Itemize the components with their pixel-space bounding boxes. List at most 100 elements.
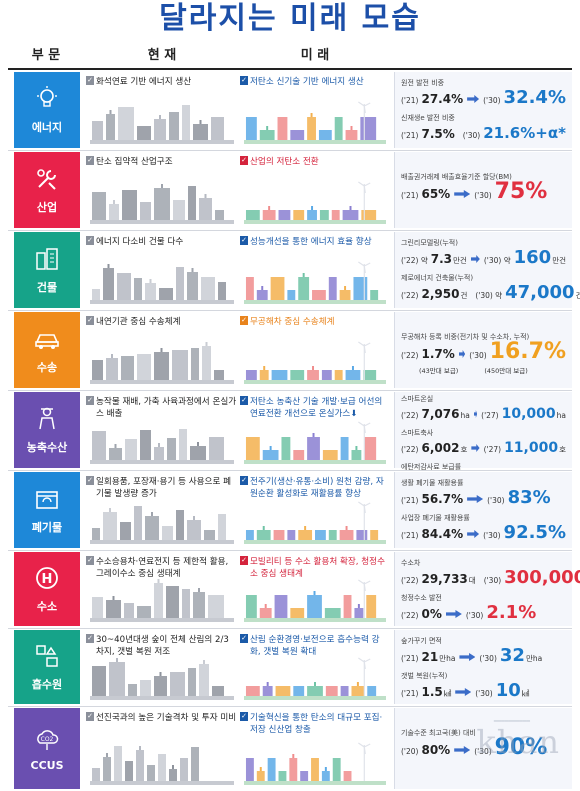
future-cell: 산림 순환경영·보전으로 흡수능력 강화, 갯벌 복원 확대 [240, 628, 390, 706]
hydrogen-icon: H [33, 564, 61, 592]
row-9: CO2 CCUS 선진국과의 높은 기술격차 및 투자 미비기술혁신을 통한 탄소의… [8, 706, 572, 791]
current-cell: 화석연료 기반 에너지 생산 [86, 70, 238, 150]
metric-unit-end: 만건 [552, 256, 566, 265]
metric-year-start: ('21) [401, 191, 419, 200]
metric-year-start: ('22) [401, 291, 419, 300]
metric-value-end: 10,000 [501, 406, 556, 422]
row-8: 흡수원 30~40년대생 숲이 전체 산림의 2/3 차지, 갯벌 복원 저조산림… [8, 628, 572, 706]
svg-text:H: H [42, 572, 53, 587]
metric-label: 숲가꾸기 면적 [401, 637, 442, 645]
metric-value-start: 80% [421, 743, 451, 757]
metric-label: 배출권거래제 배출효율기준 할당(BM) [401, 173, 512, 181]
future-cell: 모빌리티 등 수소 활용처 확장, 청정수소 중심 생태계 [240, 550, 390, 628]
row-5: 농축수산 농작물 재배, 가축 사육과정에서 온실가스 배출저탄소 농축산 기술 … [8, 390, 572, 490]
future-illustration [244, 656, 386, 700]
metric-values: ('21) 1.5 ㎢ ('30) 10 ㎢ [401, 681, 566, 704]
metric-unit-start: 만ha [439, 654, 456, 663]
metric-label: 스마트온실 [401, 395, 434, 403]
future-illustration [244, 500, 386, 544]
current-illustration [90, 100, 234, 144]
metric-label: 무공해차 등록 비중(전기차 및 수소차, 누적) [401, 333, 530, 341]
metric-value-end: 21.6%+α* [483, 124, 566, 142]
metric-unit-end: ㎢ [521, 689, 530, 698]
arrow-right-icon [467, 530, 480, 538]
current-illustration [90, 500, 234, 544]
category-label: 수소 [36, 600, 58, 613]
metrics-panel: 원전 발전 비중 ('21) 27.4% ('30) 32.4% 신재생e 발전 비중 ('… [394, 72, 572, 148]
farmer-icon [33, 405, 61, 433]
recycle-box-icon [33, 485, 61, 513]
metrics-panel: 스마트온실 ('22) 7,076 ha ('27) 10,000 ha 스마트축사 ('22)… [394, 392, 572, 490]
future-illustration [244, 180, 386, 224]
header-category: 부 문 [31, 48, 61, 63]
metric-value-end: 75% [494, 179, 548, 204]
metric-value-start: 27.4% [421, 92, 464, 106]
arrow-right-icon [459, 653, 476, 661]
lightbulb-icon [33, 85, 61, 113]
metric-values: ('21) 21 만ha ('30) 32 만ha [401, 646, 566, 669]
arrow-right-icon [458, 350, 466, 358]
metric-note-start: (43만대 보급) [419, 367, 459, 375]
metric-label: 청정수소 발전 [401, 594, 442, 602]
current-illustration [90, 260, 234, 304]
future-description: 기술혁신을 통한 탄소의 대규모 포집·저장 신산업 창출 [240, 712, 390, 736]
current-description: 내연기관 중심 수송체계 [86, 316, 238, 328]
metric-values: ('21) 7.5% ('30) 21.6%+α* [401, 123, 566, 146]
current-illustration [90, 340, 234, 384]
metric-year-start: ('21) [401, 689, 419, 698]
row-divider [8, 390, 572, 391]
metric-values: ('21) 65% ('30) 75% [401, 179, 566, 206]
row-divider [8, 150, 572, 151]
category-tile: 건물 [14, 232, 80, 308]
metric-label: 그린리모델링(누적) [401, 239, 458, 247]
current-description: 선진국과의 높은 기술격차 및 투자 미비 [86, 712, 238, 724]
metrics-panel: 그린리모델링(누적) ('22) 약 7.3 만건 ('30) 약 160 만건 제로에너지 … [394, 232, 580, 308]
current-cell: 선진국과의 높은 기술격차 및 투자 미비 [86, 706, 238, 791]
metric-year-start: ('22) [401, 611, 419, 620]
metric-year-end: ('30) 약 [475, 291, 503, 300]
metric-value-end: 160 [513, 247, 552, 268]
current-description: 탄소 집약적 산업구조 [86, 156, 238, 168]
metric-year-end: ('30) [462, 131, 481, 140]
future-cell: 저탄소 신기술 기반 에너지 생산 [240, 70, 390, 150]
metric-values: ('22) 2,950 건 ('30) 약 47,000 건 [401, 283, 580, 306]
metric-year-start: ('21) [401, 531, 419, 540]
metric-year-end: ('30) [483, 576, 502, 585]
arrow-right-icon [471, 444, 480, 452]
watermark-logo: khan [476, 723, 560, 761]
category-tile: 폐기물 [14, 472, 80, 548]
future-cell: 산업의 저탄소 전환 [240, 150, 390, 230]
category-tile: 산업 [14, 152, 80, 228]
current-illustration [90, 420, 234, 464]
co2-cloud-icon: CO2 [33, 725, 61, 753]
metric-value-start: 6,002 [421, 441, 460, 455]
metric-value-end: 32.4% [503, 87, 566, 108]
current-description: 농작물 재배, 가축 사육과정에서 온실가스 배출 [86, 396, 238, 420]
metrics-panel: 기술수준 최고국(美) 대비 ('20) 80% ('30) 90% [394, 708, 572, 789]
row-1: 에너지 화석연료 기반 에너지 생산저탄소 신기술 기반 에너지 생산 원전 발전 … [8, 70, 572, 150]
metric-values: ('21) 56.7% ('30) 83% [401, 488, 566, 511]
metric-value-end: 2.1% [486, 602, 537, 623]
category-label: 산업 [36, 201, 58, 214]
future-description: 성능개선을 통한 에너지 효율 향상 [240, 236, 390, 248]
category-tile: 수송 [14, 312, 80, 388]
building-icon [33, 245, 61, 273]
metrics-panel: 숲가꾸기 면적 ('21) 21 만ha ('30) 32 만ha 갯벌 복원(누적) ('21… [394, 630, 572, 704]
metric-year-end: ('30) [474, 191, 492, 200]
current-illustration [90, 741, 234, 785]
future-description: 산업의 저탄소 전환 [240, 156, 390, 168]
metric-value-start: 7.3 [430, 252, 453, 266]
metric-value-start: 29,733 [421, 572, 468, 586]
future-cell: 저탄소 농축산 기술 개발·보급 어선의 연료전환 개선으로 온실가스⬇ [240, 390, 390, 470]
metric-value-end: 83% [507, 487, 551, 508]
future-illustration [244, 578, 386, 622]
metric-unit-end: 만ha [525, 654, 543, 663]
future-illustration [244, 741, 386, 785]
category-label: 수송 [36, 361, 58, 374]
current-cell: 탄소 집약적 산업구조 [86, 150, 238, 230]
metric-year-end: ('27) [481, 411, 499, 420]
metric-unit-start: ha [460, 411, 470, 420]
